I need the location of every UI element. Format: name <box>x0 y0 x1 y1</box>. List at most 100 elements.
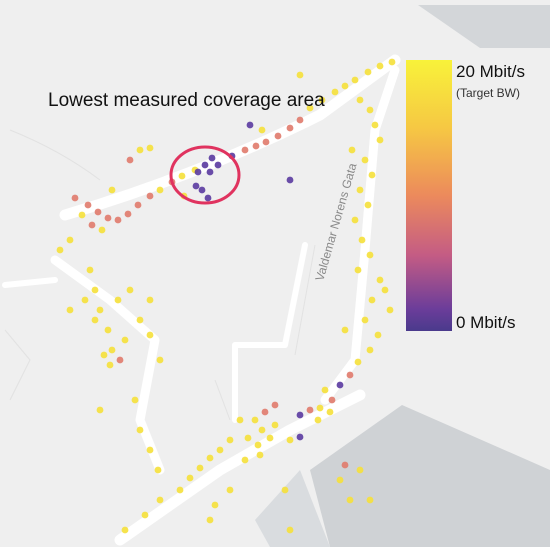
measurement-point <box>381 286 389 294</box>
measurement-point <box>376 276 384 284</box>
measurement-point <box>194 168 202 176</box>
measurement-point <box>321 386 329 394</box>
measurement-point <box>178 172 186 180</box>
measurement-point <box>366 346 374 354</box>
road-outline-layer <box>4 129 316 421</box>
measurement-point <box>346 496 354 504</box>
measurement-point <box>356 96 364 104</box>
building-top-right <box>418 5 550 48</box>
measurement-point <box>241 146 249 154</box>
measurement-point <box>126 156 134 164</box>
measurement-point <box>121 336 129 344</box>
measurement-point <box>286 526 294 534</box>
measurement-point <box>296 433 304 441</box>
measurement-point <box>376 62 384 70</box>
measurement-point <box>318 96 326 104</box>
road-inner <box>232 242 308 423</box>
measurement-point <box>336 381 344 389</box>
measurement-point <box>94 208 102 216</box>
legend-max-note: (Target BW) <box>456 86 521 100</box>
throughput-legend-colorbar <box>406 60 452 331</box>
measurement-point <box>388 58 396 66</box>
measurement-point <box>206 168 214 176</box>
measurement-point <box>98 226 106 234</box>
road-left-edge <box>2 277 58 288</box>
measurement-point <box>366 106 374 114</box>
path-outline-4 <box>214 379 231 421</box>
measurement-point <box>336 476 344 484</box>
measurement-point <box>271 421 279 429</box>
measurement-point <box>348 146 356 154</box>
measurement-point <box>131 396 139 404</box>
measurement-point <box>204 194 212 202</box>
measurement-point <box>306 406 314 414</box>
measurement-point <box>374 331 382 339</box>
measurement-point <box>146 296 154 304</box>
measurement-point <box>366 496 374 504</box>
measurement-point <box>136 426 144 434</box>
measurement-point <box>354 358 362 366</box>
measurement-point <box>241 456 249 464</box>
measurement-point <box>124 210 132 218</box>
measurement-point <box>66 236 74 244</box>
measurement-point <box>88 221 96 229</box>
measurement-point <box>71 194 79 202</box>
measurement-point <box>286 436 294 444</box>
measurement-point <box>100 351 108 359</box>
measurement-point <box>206 454 214 462</box>
path-outline-2 <box>294 244 316 356</box>
measurement-point <box>251 416 259 424</box>
measurement-point <box>141 511 149 519</box>
measurement-point <box>78 211 86 219</box>
measurement-point <box>286 176 294 184</box>
measurement-point <box>262 138 270 146</box>
measurement-point <box>56 246 64 254</box>
measurement-point <box>136 316 144 324</box>
measurement-point <box>296 411 304 419</box>
road-west <box>50 255 165 475</box>
measurement-point <box>211 501 219 509</box>
measurement-point <box>296 71 304 79</box>
measurement-point <box>104 326 112 334</box>
measurement-point <box>96 406 104 414</box>
building-bottom-middle <box>255 470 330 547</box>
path-outline-1 <box>9 129 101 181</box>
measurement-point <box>366 251 374 259</box>
measurement-point <box>258 126 266 134</box>
measurement-point <box>236 416 244 424</box>
measurement-point <box>326 408 334 416</box>
measurement-point <box>106 361 114 369</box>
measurement-point <box>354 266 362 274</box>
measurement-point <box>208 154 216 162</box>
measurement-point <box>96 306 104 314</box>
measurement-point <box>261 408 269 416</box>
road-south <box>114 389 366 546</box>
measurement-point <box>121 526 129 534</box>
legend-min-label: 0 Mbit/s <box>456 313 516 332</box>
measurement-point <box>206 516 214 524</box>
measurement-point <box>108 186 116 194</box>
measurement-point <box>108 346 116 354</box>
measurement-point <box>286 124 294 132</box>
measurement-point <box>364 68 372 76</box>
measurement-point <box>368 171 376 179</box>
measurement-point <box>316 404 324 412</box>
measurement-points <box>56 58 396 534</box>
measurement-point <box>296 116 304 124</box>
road-east <box>320 65 400 405</box>
measurement-point <box>66 306 74 314</box>
building-layer <box>255 5 550 547</box>
measurement-point <box>91 286 99 294</box>
measurement-point <box>254 441 262 449</box>
legend-max-label: 20 Mbit/s <box>456 62 525 81</box>
measurement-point <box>216 446 224 454</box>
measurement-point <box>356 466 364 474</box>
measurement-point <box>341 461 349 469</box>
measurement-point <box>361 156 369 164</box>
measurement-point <box>346 371 354 379</box>
measurement-point <box>341 326 349 334</box>
measurement-point <box>386 306 394 314</box>
measurement-point <box>114 216 122 224</box>
measurement-point <box>156 496 164 504</box>
